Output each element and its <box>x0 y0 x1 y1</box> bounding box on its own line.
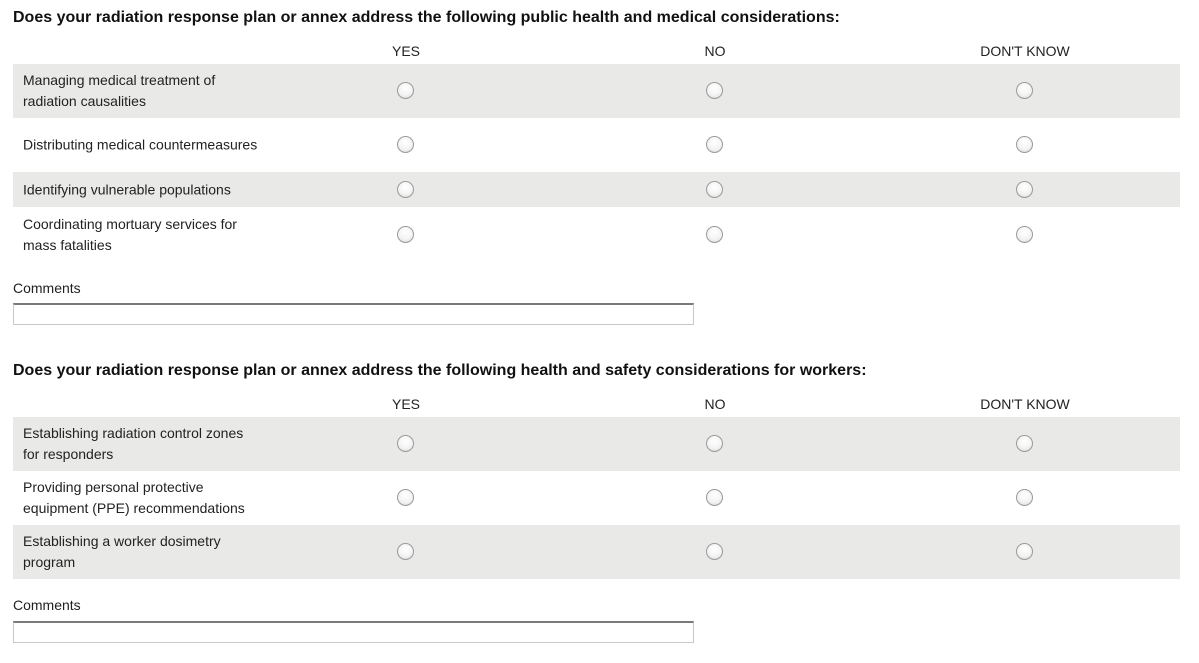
radio-yes[interactable] <box>397 225 414 243</box>
radio-no[interactable] <box>706 180 723 198</box>
question-title: Does your radiation response plan or ann… <box>13 362 867 379</box>
column-header-dont-know: DON'T KNOW <box>980 396 1070 412</box>
radio-dont-know[interactable] <box>1016 180 1033 198</box>
comments-input[interactable] <box>13 303 694 325</box>
table-row: Establishing a worker dosimetry program <box>13 525 1180 579</box>
radio-no[interactable] <box>706 82 723 99</box>
table-row: Managing medical treatment of radiation … <box>13 64 1180 118</box>
table-row: Distributing medical countermeasures <box>13 118 1180 172</box>
radio-yes[interactable] <box>397 136 414 153</box>
table-row: Providing personal protective equipment … <box>13 471 1180 525</box>
radio-dont-know[interactable] <box>1016 82 1033 99</box>
radio-yes[interactable] <box>397 435 414 452</box>
row-label: Distributing medical countermeasures <box>23 136 258 153</box>
radio-no[interactable] <box>706 489 723 506</box>
row-label: Establishing a worker dosimetry program <box>23 533 221 570</box>
radio-yes[interactable] <box>397 180 414 198</box>
radio-dont-know[interactable] <box>1016 543 1033 560</box>
radio-yes[interactable] <box>397 489 414 506</box>
row-label: Coordinating mortuary services for mass … <box>23 215 237 253</box>
table-row: Coordinating mortuary services for mass … <box>13 207 1180 262</box>
radio-no[interactable] <box>706 225 723 243</box>
comments-input[interactable] <box>13 621 694 643</box>
radio-dont-know[interactable] <box>1016 225 1033 243</box>
comments-label: Comments <box>13 280 81 296</box>
radio-dont-know[interactable] <box>1016 136 1033 153</box>
row-label: Identifying vulnerable populations <box>23 181 231 197</box>
table-row: Establishing radiation control zones for… <box>13 417 1180 471</box>
column-header-yes: YES <box>391 396 421 412</box>
column-header-no: NO <box>704 396 726 412</box>
column-header-dont-know: DON'T KNOW <box>980 43 1070 59</box>
column-header-no: NO <box>704 43 726 59</box>
row-label: Managing medical treatment of radiation … <box>23 72 216 109</box>
radio-yes[interactable] <box>397 543 414 560</box>
comments-label: Comments <box>13 597 81 613</box>
question-title: Does your radiation response plan or ann… <box>13 9 840 26</box>
radio-no[interactable] <box>706 435 723 452</box>
column-header-yes: YES <box>391 43 421 59</box>
row-label: Establishing radiation control zones for… <box>23 425 244 462</box>
radio-dont-know[interactable] <box>1016 489 1033 506</box>
radio-dont-know[interactable] <box>1016 435 1033 452</box>
radio-no[interactable] <box>706 136 723 153</box>
row-label: Providing personal protective equipment … <box>23 479 245 516</box>
radio-no[interactable] <box>706 543 723 560</box>
table-row: Identifying vulnerable populations <box>13 172 1180 207</box>
radio-yes[interactable] <box>397 82 414 99</box>
